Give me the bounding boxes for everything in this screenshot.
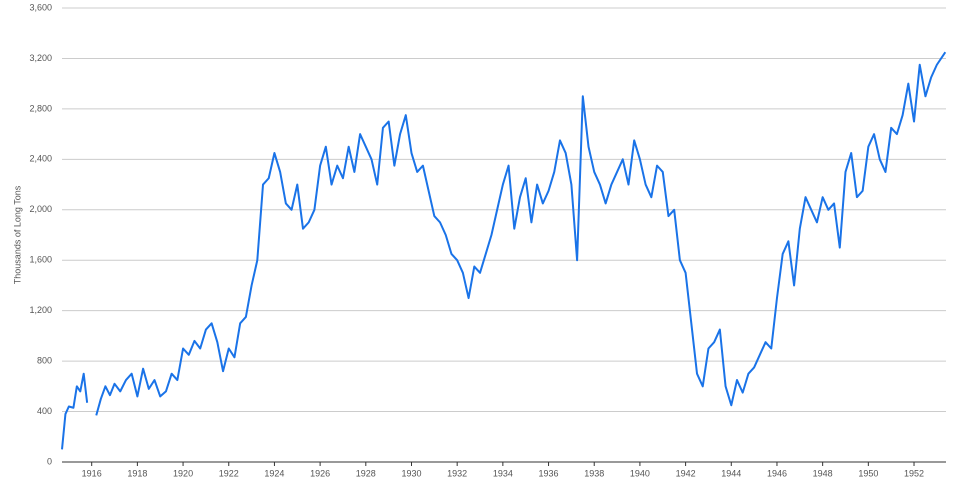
x-tick-label: 1944: [721, 468, 741, 478]
x-tick-label: 1948: [813, 468, 833, 478]
y-tick-label: 1,200: [29, 305, 52, 315]
x-tick-label: 1918: [127, 468, 147, 478]
y-tick-label: 800: [37, 355, 52, 365]
y-axis-label: Thousands of Long Tons: [12, 185, 22, 284]
x-tick-label: 1952: [904, 468, 924, 478]
x-tick-label: 1936: [539, 468, 559, 478]
x-tick-label: 1946: [767, 468, 787, 478]
y-tick-label: 2,400: [29, 154, 52, 164]
y-tick-label: 2,800: [29, 103, 52, 113]
y-tick-label: 400: [37, 406, 52, 416]
y-tick-label: 1,600: [29, 255, 52, 265]
x-tick-label: 1928: [356, 468, 376, 478]
x-tick-label: 1950: [858, 468, 878, 478]
x-tick-label: 1942: [676, 468, 696, 478]
x-tick-label: 1940: [630, 468, 650, 478]
y-tick-label: 3,200: [29, 53, 52, 63]
x-tick-label: 1922: [219, 468, 239, 478]
y-tick-label: 3,600: [29, 2, 52, 12]
x-tick-label: 1932: [447, 468, 467, 478]
x-tick-label: 1920: [173, 468, 193, 478]
x-tick-label: 1924: [264, 468, 284, 478]
y-tick-label: 0: [47, 456, 52, 466]
x-tick-label: 1926: [310, 468, 330, 478]
y-tick-label: 2,000: [29, 204, 52, 214]
x-tick-label: 1938: [584, 468, 604, 478]
x-tick-label: 1916: [82, 468, 102, 478]
x-tick-label: 1930: [401, 468, 421, 478]
x-tick-label: 1934: [493, 468, 513, 478]
data-line: [61, 51, 947, 450]
